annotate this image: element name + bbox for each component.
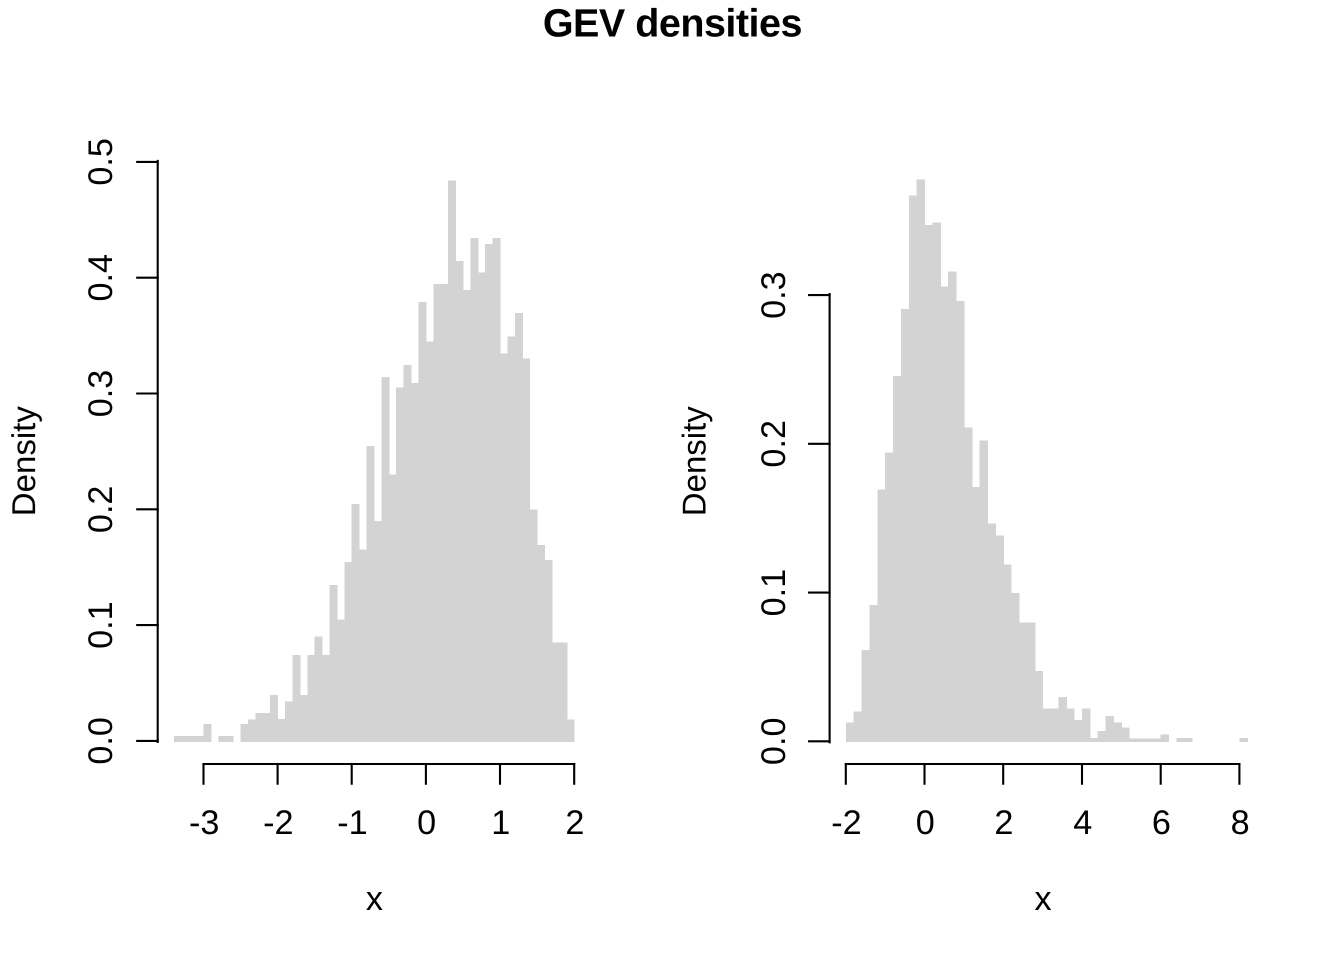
- svg-text:-2: -2: [263, 804, 293, 842]
- svg-text:GEV densities: GEV densities: [543, 2, 802, 46]
- svg-text:0.0: 0.0: [82, 717, 120, 765]
- svg-text:x: x: [1034, 880, 1051, 918]
- svg-text:0: 0: [916, 804, 935, 842]
- svg-text:-2: -2: [831, 804, 861, 842]
- svg-text:1: 1: [491, 804, 510, 842]
- svg-text:-1: -1: [337, 804, 367, 842]
- svg-text:0.3: 0.3: [82, 370, 120, 418]
- svg-text:0.3: 0.3: [755, 271, 793, 319]
- svg-text:2: 2: [565, 804, 584, 842]
- svg-text:0: 0: [417, 804, 436, 842]
- svg-text:Density: Density: [5, 406, 42, 517]
- svg-text:2: 2: [994, 804, 1013, 842]
- svg-text:x: x: [366, 880, 383, 918]
- svg-text:0.2: 0.2: [755, 420, 793, 468]
- svg-text:0.5: 0.5: [82, 138, 120, 186]
- svg-text:8: 8: [1231, 804, 1250, 842]
- svg-text:0.4: 0.4: [82, 254, 120, 302]
- svg-text:4: 4: [1073, 804, 1092, 842]
- svg-text:0.1: 0.1: [755, 569, 793, 617]
- svg-text:0.2: 0.2: [82, 486, 120, 534]
- svg-text:0.1: 0.1: [82, 601, 120, 649]
- svg-text:-3: -3: [189, 804, 219, 842]
- svg-text:0.0: 0.0: [755, 718, 793, 766]
- svg-text:6: 6: [1152, 804, 1171, 842]
- svg-text:Density: Density: [676, 406, 713, 517]
